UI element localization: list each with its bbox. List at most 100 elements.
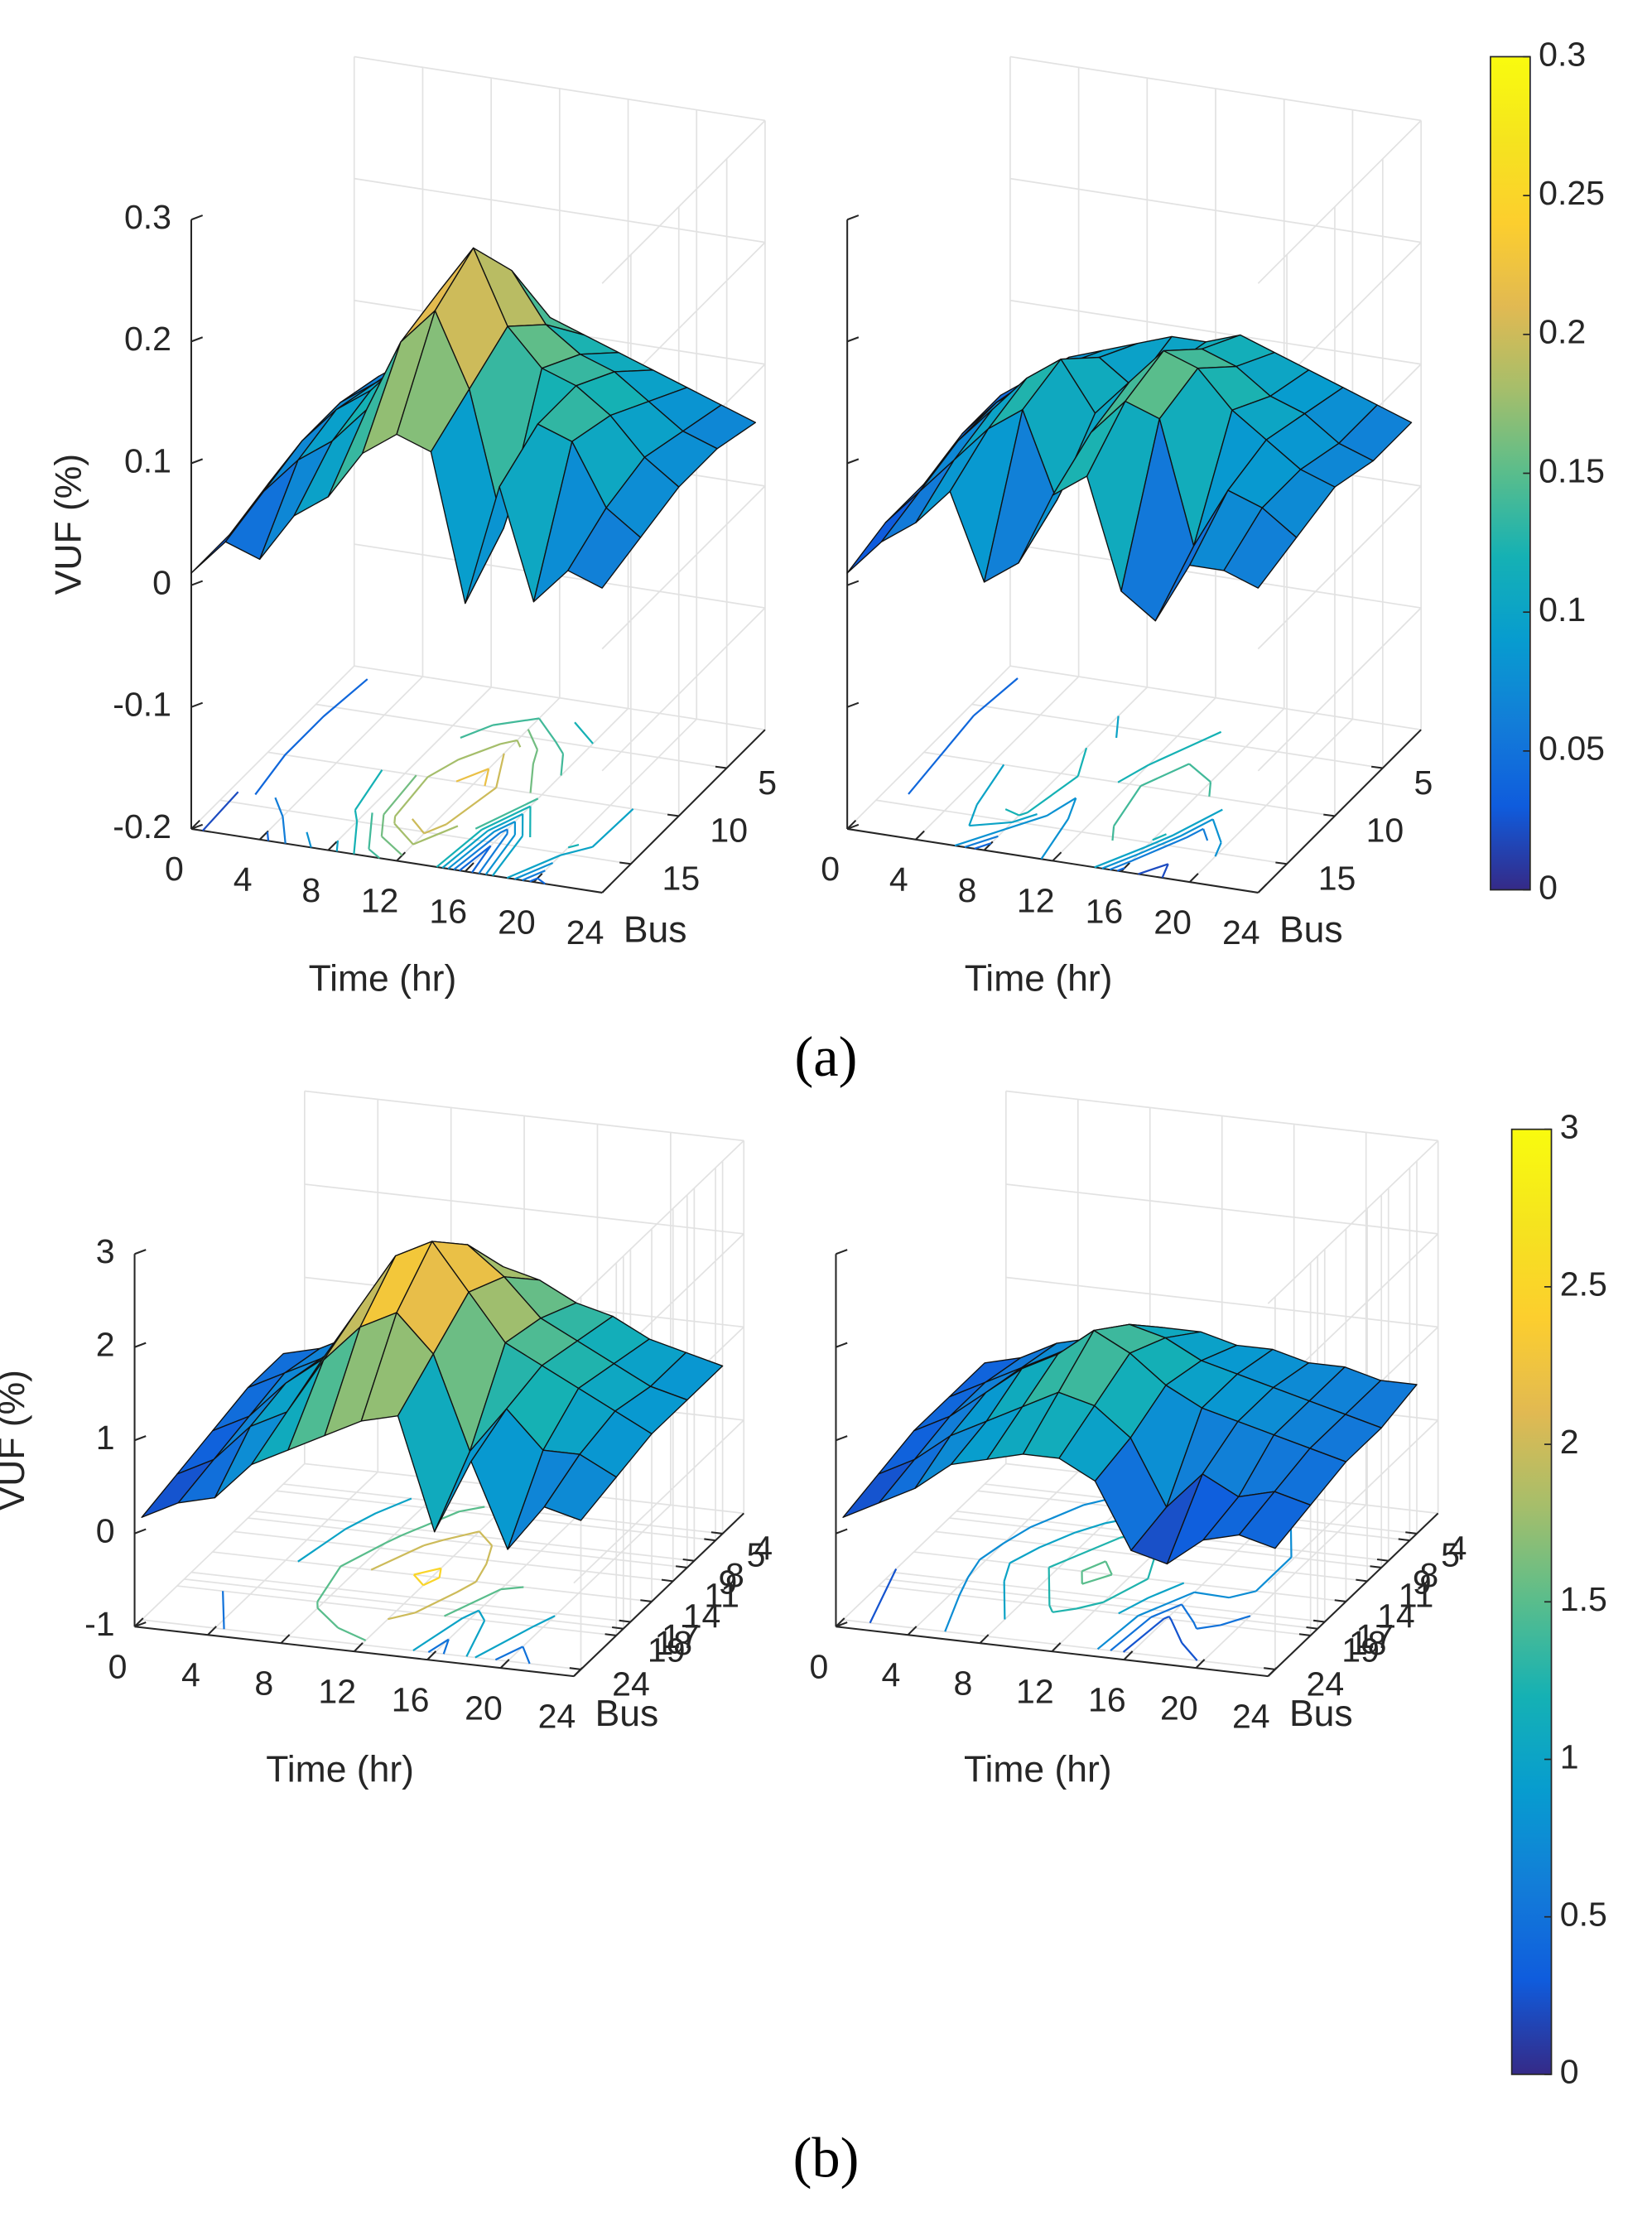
x-tick-label: 8 xyxy=(958,871,977,909)
grid-line xyxy=(923,751,1336,817)
contour xyxy=(380,729,539,856)
bus-tick-label: 18 xyxy=(654,1624,692,1662)
z-tick xyxy=(190,458,204,465)
z-tick xyxy=(134,1342,147,1348)
contour xyxy=(335,807,634,879)
z-tick xyxy=(836,1528,848,1535)
contour xyxy=(968,716,1223,869)
grid-line xyxy=(254,1510,695,1562)
grid-line xyxy=(327,687,492,851)
bus-tick-label: 24 xyxy=(612,1665,650,1703)
z-tick xyxy=(836,1435,848,1442)
bus-tick-label: 8 xyxy=(1419,1556,1438,1594)
x-tick xyxy=(499,1659,510,1669)
x-tick-label: 0 xyxy=(165,850,184,888)
bus-tick xyxy=(604,1633,617,1636)
bus-tick xyxy=(619,1619,631,1623)
colorbar-tick-label: 0.2 xyxy=(1539,313,1586,351)
x-tick-label: 16 xyxy=(392,1680,430,1718)
x-tick-label: 4 xyxy=(881,1655,900,1694)
bus-axis xyxy=(601,729,766,894)
grid-line xyxy=(259,676,424,841)
contour xyxy=(393,739,522,846)
colorbar-tick-label: 0.3 xyxy=(1539,35,1586,73)
contour xyxy=(944,1497,1293,1650)
bus-tick xyxy=(704,1538,716,1542)
grid-line xyxy=(1052,697,1216,862)
contour xyxy=(1004,730,1222,841)
contour xyxy=(908,677,1125,872)
bus-tick xyxy=(1398,1538,1410,1542)
colorbar-tick-label: 0.1 xyxy=(1539,590,1586,629)
x-tick-label: 16 xyxy=(1086,892,1124,930)
z-tick xyxy=(134,1249,147,1255)
x-tick-label: 24 xyxy=(538,1697,576,1735)
x-tick xyxy=(915,830,925,841)
contour xyxy=(412,1567,442,1587)
contour xyxy=(254,678,546,885)
colorbar-tick-label: 3 xyxy=(1560,1108,1579,1146)
bus-axis-label: Bus xyxy=(595,1694,659,1734)
x-tick-label: 4 xyxy=(181,1655,200,1694)
surface-patch xyxy=(543,1453,617,1521)
bus-tick-label: 19 xyxy=(648,1631,686,1669)
x-tick-label: 12 xyxy=(1017,882,1055,920)
z-tick xyxy=(190,214,204,221)
grid-line xyxy=(1009,55,1422,122)
z-tick-label: 1 xyxy=(96,1419,115,1457)
contour xyxy=(201,791,239,831)
bus-tick xyxy=(667,813,679,817)
grid-line xyxy=(1257,119,1422,284)
grid-line xyxy=(1005,1090,1438,1142)
bus-tick-label: 17 xyxy=(1356,1617,1394,1655)
x-tick xyxy=(1188,873,1199,883)
colorbar-tick-label: 2.5 xyxy=(1560,1265,1607,1303)
x-tick xyxy=(327,841,338,851)
grid-line xyxy=(846,665,1011,830)
grid-line xyxy=(1267,1419,1439,1584)
x-tick-label: 20 xyxy=(498,903,536,941)
x-tick xyxy=(1052,851,1062,862)
grid-line xyxy=(465,707,629,872)
bus-tick xyxy=(1323,813,1336,817)
x-tick xyxy=(354,1642,364,1652)
z-tick xyxy=(846,701,860,708)
bus-tick xyxy=(612,1626,624,1630)
contour xyxy=(370,1530,494,1621)
contour xyxy=(316,1506,524,1641)
surface-patch xyxy=(1238,1491,1312,1549)
x-tick-label: 0 xyxy=(821,850,840,888)
bus-tick-label: 4 xyxy=(1448,1529,1467,1567)
z-tick-label: 0.3 xyxy=(124,198,171,236)
caption: (a) xyxy=(795,1025,858,1088)
bus-tick-label: 5 xyxy=(1441,1536,1460,1574)
contour xyxy=(1138,863,1169,879)
x-tick-label: 12 xyxy=(318,1672,356,1710)
bus-tick-label: 4 xyxy=(754,1529,773,1567)
x-axis-label: Time (hr) xyxy=(964,1749,1112,1790)
grid-line xyxy=(184,1578,624,1630)
x-tick xyxy=(207,1626,217,1636)
contour xyxy=(274,797,546,881)
bus-tick-label: 10 xyxy=(1366,812,1404,850)
grid-line xyxy=(601,485,766,650)
x-tick-label: 16 xyxy=(1088,1680,1126,1718)
grid-line xyxy=(601,607,766,772)
grid-line xyxy=(971,703,1383,769)
z-tick xyxy=(836,1249,848,1255)
x-tick-label: 20 xyxy=(1160,1689,1198,1727)
x-tick-label: 4 xyxy=(234,860,253,899)
x-tick-label: 8 xyxy=(301,871,320,909)
x-axis-label: Time (hr) xyxy=(309,959,457,1000)
x-tick-label: 20 xyxy=(465,1689,503,1727)
grid-line xyxy=(234,1530,673,1583)
grid-line xyxy=(354,177,766,243)
z-tick-label: 0 xyxy=(152,564,171,602)
bus-tick-label: 15 xyxy=(1318,860,1356,898)
bus-tick xyxy=(710,1531,723,1535)
grid-line xyxy=(1009,299,1422,365)
bus-tick-label: 14 xyxy=(683,1597,721,1635)
contour xyxy=(297,1497,556,1659)
